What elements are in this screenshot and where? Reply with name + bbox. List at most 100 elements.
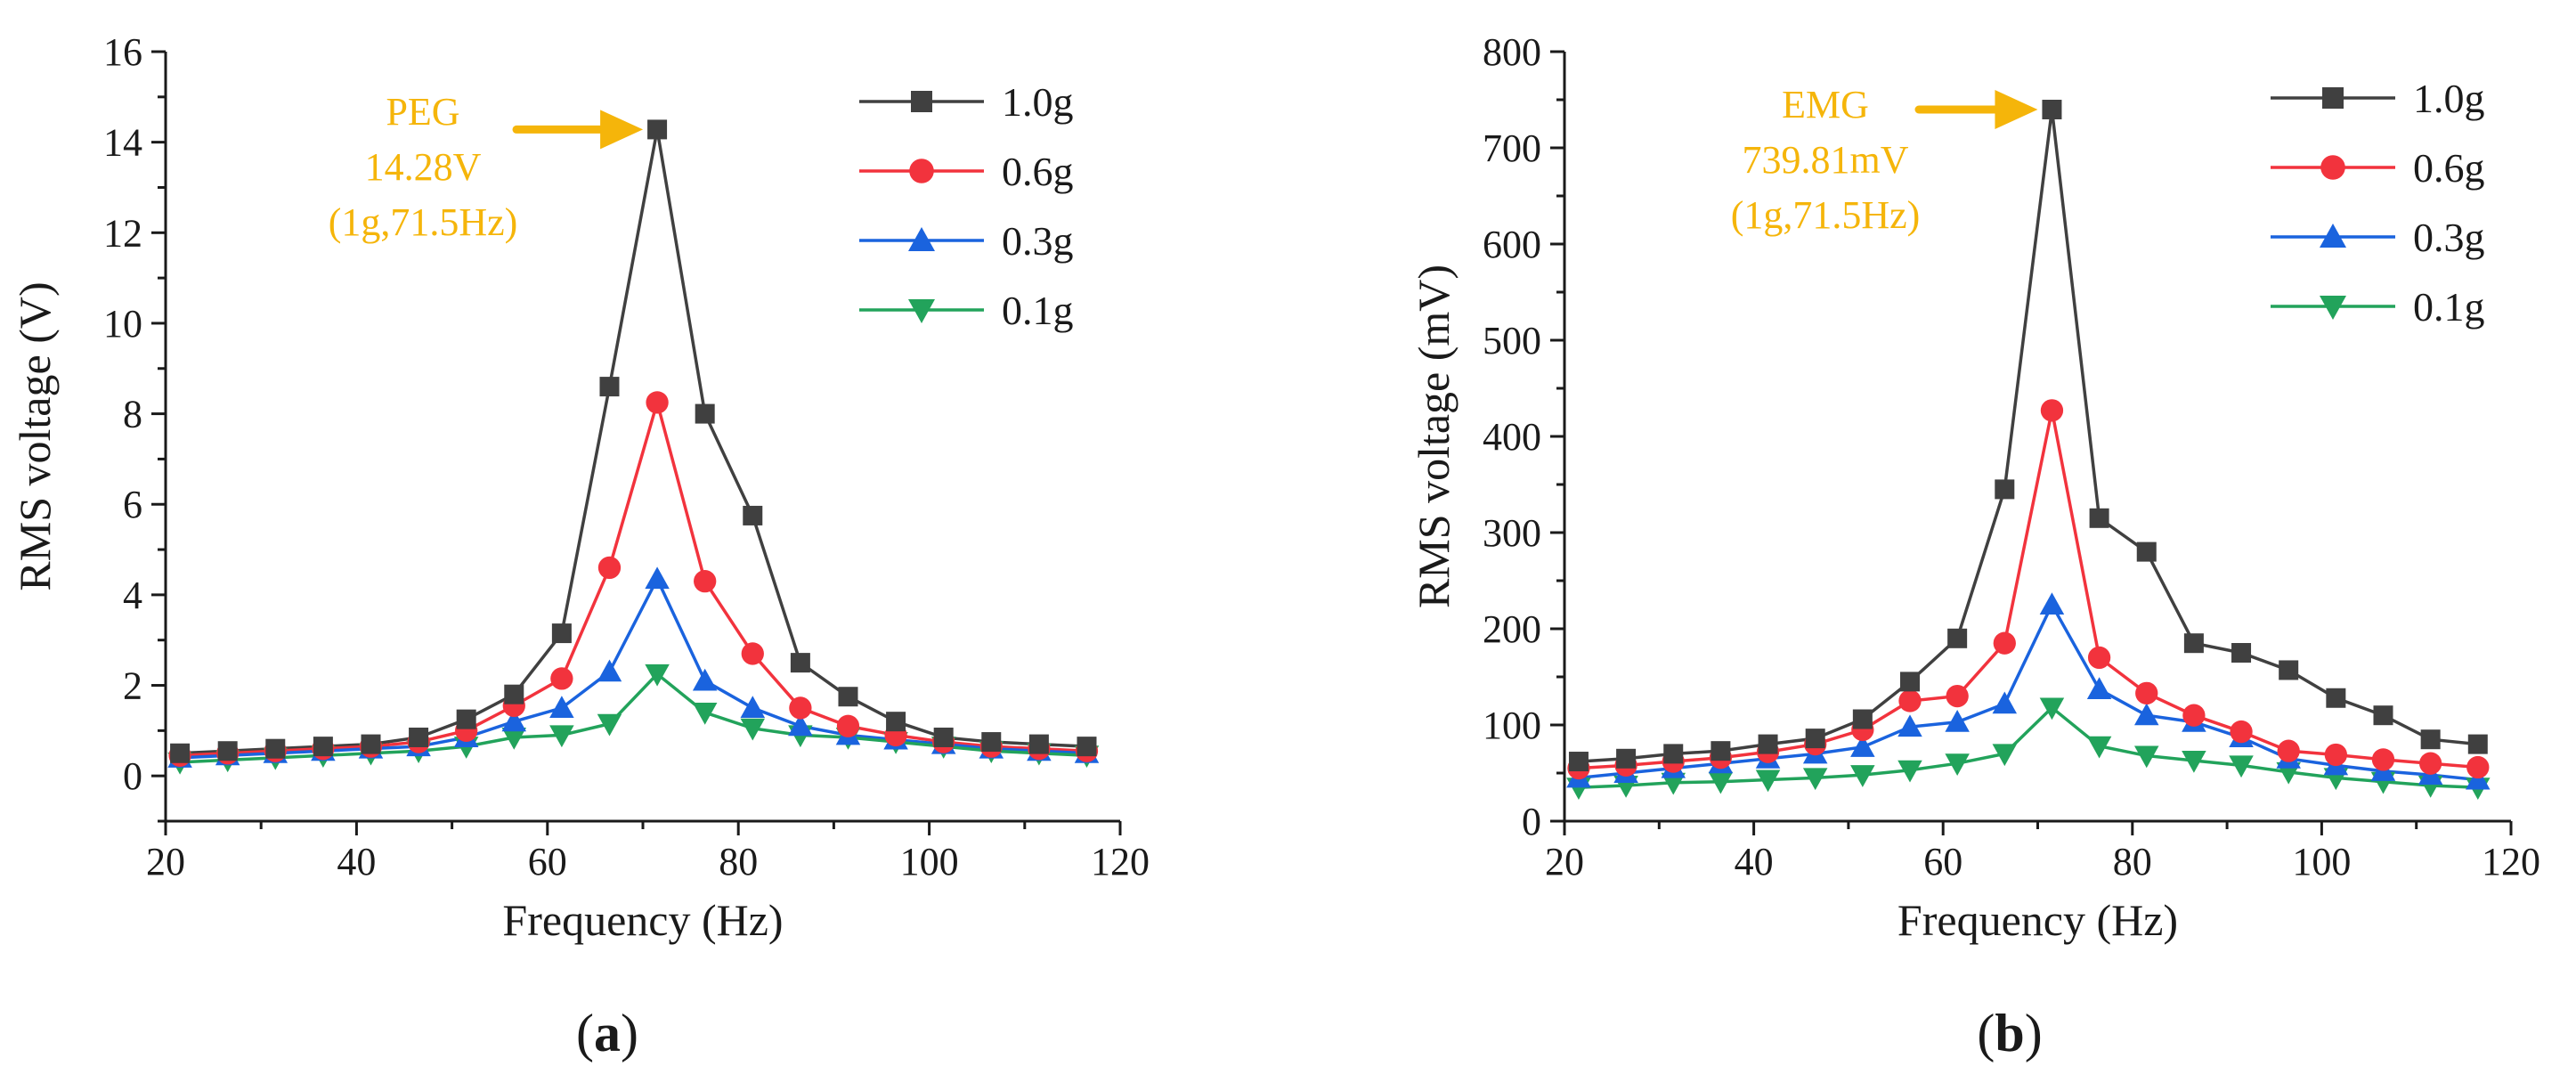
data-point-0.1g: [1992, 744, 2018, 767]
legend-marker: [2322, 87, 2344, 109]
data-point-1.0g: [2373, 705, 2393, 726]
x-tick-label: 120: [1091, 840, 1150, 883]
data-point-1.0g: [695, 403, 715, 424]
data-point-1.0g: [265, 738, 286, 759]
data-point-0.6g: [2087, 646, 2111, 670]
data-point-1.0g: [2326, 688, 2346, 708]
data-point-0.6g: [1946, 684, 1969, 708]
data-point-1.0g: [551, 623, 572, 644]
data-point-0.3g: [2086, 677, 2112, 700]
data-point-0.3g: [740, 696, 766, 718]
data-point-0.3g: [1897, 714, 1922, 737]
y-tick-label: 700: [1483, 126, 1541, 170]
x-tick-label: 120: [2482, 840, 2540, 883]
y-tick-label: 100: [1483, 704, 1541, 747]
data-point-0.6g: [2371, 748, 2395, 771]
data-point-0.3g: [1850, 735, 1875, 757]
data-point-0.1g: [549, 725, 574, 748]
data-point-1.0g: [1616, 748, 1637, 769]
x-tick-label: 20: [146, 840, 185, 883]
data-point-0.3g: [597, 659, 622, 682]
annotation-text: EMG: [1782, 83, 1869, 126]
x-tick-label: 40: [337, 840, 376, 883]
legend-label: 1.0g: [1002, 79, 1074, 125]
data-point-0.6g: [597, 556, 622, 580]
data-point-1.0g: [1852, 709, 1873, 729]
data-point-0.6g: [694, 569, 717, 593]
series-line-0.1g: [1578, 705, 2478, 789]
y-tick-label: 800: [1483, 30, 1541, 74]
x-tick-label: 60: [528, 840, 567, 883]
data-point-1.0g: [981, 732, 1002, 753]
annotation-text: PEG: [386, 90, 459, 134]
legend-marker: [2320, 224, 2346, 248]
series-line-0.6g: [179, 396, 1087, 758]
data-point-0.3g: [2466, 767, 2491, 790]
data-point-1.0g: [2467, 734, 2488, 754]
data-point-1.0g: [2183, 633, 2204, 654]
data-point-0.1g: [2039, 697, 2065, 721]
data-point-1.0g: [2042, 100, 2062, 120]
y-tick-label: 0: [1522, 800, 1541, 843]
annotation-text: 14.28V: [365, 145, 482, 189]
data-point-1.0g: [2279, 660, 2299, 680]
data-point-1.0g: [2231, 643, 2252, 663]
data-point-1.0g: [2136, 541, 2157, 562]
y-tick-label: 6: [123, 483, 142, 526]
data-point-0.6g: [550, 667, 573, 690]
legend-marker: [908, 299, 935, 323]
legend-marker: [911, 91, 932, 112]
legend-marker: [909, 159, 934, 183]
x-tick-label: 20: [1545, 840, 1584, 883]
data-point-0.6g: [2418, 752, 2442, 775]
legend-marker: [2320, 296, 2346, 320]
data-point-0.1g: [501, 727, 527, 750]
x-tick-label: 100: [900, 840, 959, 883]
data-point-0.3g: [1945, 710, 1970, 732]
data-point-1.0g: [838, 687, 858, 707]
data-point-0.1g: [740, 718, 766, 741]
data-point-1.0g: [456, 709, 476, 729]
y-tick-label: 14: [103, 121, 142, 165]
data-point-1.0g: [217, 741, 238, 761]
annotation-arrow-head: [1995, 90, 2038, 130]
data-point-0.1g: [1755, 769, 1781, 793]
annotation-text: (1g,71.5Hz): [1731, 193, 1921, 237]
data-point-0.1g: [1897, 760, 1922, 783]
annotation-text: (1g,71.5Hz): [329, 200, 518, 244]
data-point-0.1g: [2086, 736, 2112, 759]
y-tick-label: 400: [1483, 415, 1541, 459]
x-axis-label: Frequency (Hz): [1897, 895, 2178, 945]
data-point-0.3g: [501, 709, 527, 732]
data-point-0.3g: [549, 696, 574, 718]
data-point-0.1g: [1802, 768, 1828, 791]
data-point-1.0g: [1899, 672, 1920, 692]
data-point-0.1g: [1708, 771, 1734, 794]
y-tick-label: 4: [123, 574, 142, 617]
data-point-0.6g: [1898, 689, 1922, 712]
y-tick-label: 2: [123, 664, 142, 708]
y-axis-label: RMS voltage (mV): [1409, 265, 1459, 608]
data-point-1.0g: [886, 712, 906, 732]
legend-label: 0.1g: [1002, 288, 1074, 333]
series-line-1.0g: [179, 129, 1087, 755]
data-point-0.3g: [692, 668, 718, 691]
data-point-1.0g: [361, 734, 381, 754]
data-point-0.1g: [645, 664, 670, 687]
data-point-0.1g: [692, 703, 718, 725]
data-point-1.0g: [504, 684, 524, 704]
panel-label: (a): [576, 1004, 638, 1063]
data-point-0.6g: [2466, 755, 2490, 779]
series-line-1.0g: [1578, 109, 2478, 763]
data-point-0.3g: [2133, 703, 2159, 726]
data-point-1.0g: [409, 727, 429, 747]
data-point-0.6g: [2324, 743, 2347, 767]
x-tick-label: 60: [1923, 840, 1962, 883]
data-point-1.0g: [1995, 479, 2015, 500]
data-point-0.1g: [1850, 765, 1875, 787]
series-line-0.6g: [1578, 410, 2478, 770]
panel-letter: b: [1995, 1004, 2024, 1063]
data-point-0.6g: [2040, 399, 2064, 422]
data-point-0.1g: [1661, 772, 1686, 795]
